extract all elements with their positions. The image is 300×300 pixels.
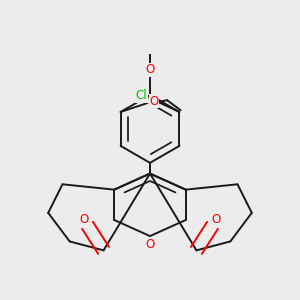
Text: O: O	[146, 238, 154, 251]
Text: O: O	[212, 214, 221, 226]
Text: O: O	[79, 214, 88, 226]
Text: O: O	[149, 95, 158, 108]
Text: Cl: Cl	[136, 89, 147, 102]
Text: O: O	[146, 64, 154, 76]
